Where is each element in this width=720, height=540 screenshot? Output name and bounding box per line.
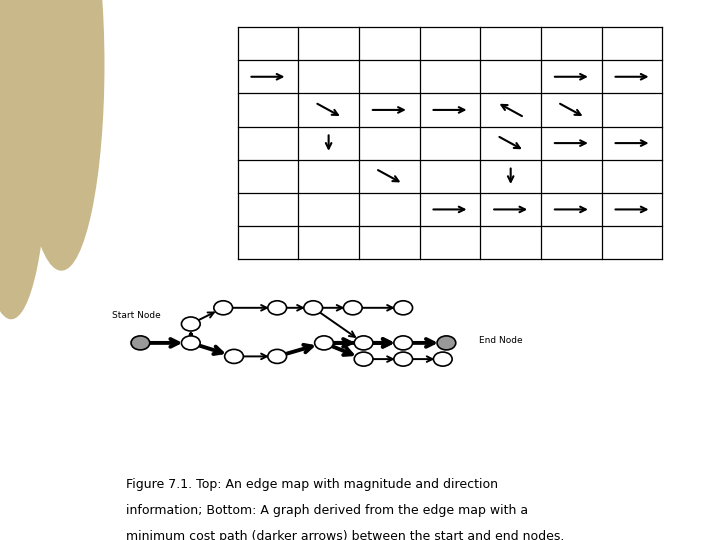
Circle shape (304, 301, 323, 315)
Circle shape (268, 301, 287, 315)
Circle shape (181, 336, 200, 350)
Circle shape (315, 336, 333, 350)
Text: End Node: End Node (479, 336, 522, 345)
Circle shape (343, 301, 362, 315)
Text: information; Bottom: A graph derived from the edge map with a: information; Bottom: A graph derived fro… (126, 504, 528, 517)
Circle shape (19, 0, 104, 270)
Circle shape (437, 336, 456, 350)
Circle shape (394, 336, 413, 350)
Circle shape (268, 349, 287, 363)
Circle shape (0, 0, 47, 319)
Circle shape (433, 352, 452, 366)
Circle shape (354, 352, 373, 366)
Circle shape (394, 301, 413, 315)
Circle shape (354, 336, 373, 350)
Circle shape (131, 336, 150, 350)
Circle shape (181, 317, 200, 331)
Circle shape (214, 301, 233, 315)
Circle shape (394, 352, 413, 366)
Text: Start Node: Start Node (112, 310, 161, 320)
Text: Figure 7.1. Top: An edge map with magnitude and direction: Figure 7.1. Top: An edge map with magnit… (126, 478, 498, 491)
Text: minimum cost path (darker arrows) between the start and end nodes.: minimum cost path (darker arrows) betwee… (126, 530, 564, 540)
Circle shape (225, 349, 243, 363)
